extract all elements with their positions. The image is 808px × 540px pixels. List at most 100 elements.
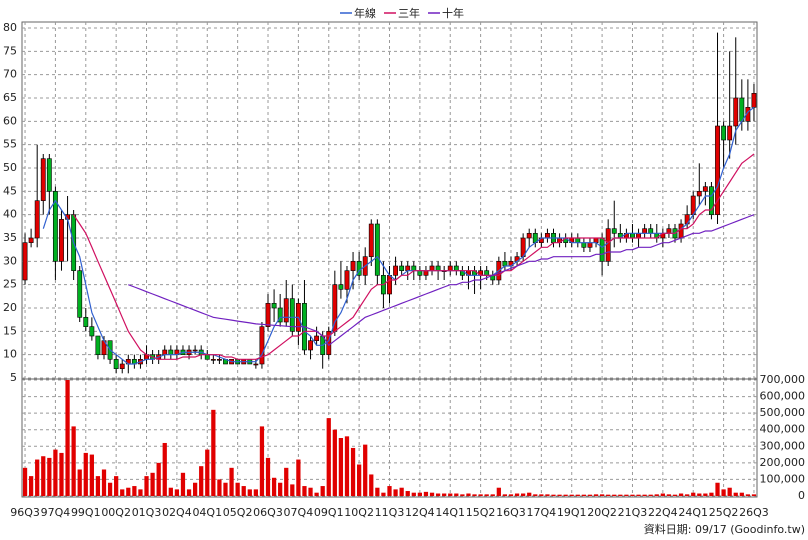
volume-bar	[593, 494, 599, 496]
volume-bar	[496, 487, 501, 496]
volume-bar	[727, 487, 732, 496]
legend-label: 年線	[354, 6, 376, 20]
candle-body	[545, 233, 550, 239]
volume-bar	[120, 489, 125, 496]
volume-bar	[429, 492, 435, 496]
y-tick-label: 5	[10, 371, 17, 384]
volume-bar	[581, 494, 587, 496]
volume-bar	[484, 494, 489, 496]
candle-body	[46, 158, 52, 192]
candle-body	[453, 265, 459, 271]
candle-body	[344, 270, 350, 290]
volume-bar	[114, 476, 119, 496]
candle-body	[405, 265, 411, 271]
volume-bar	[563, 494, 568, 496]
candle-body	[259, 326, 265, 365]
volume-bar	[672, 494, 678, 496]
volume-bar	[654, 494, 659, 496]
y2-tick-label: 500,000	[760, 406, 806, 419]
x-tick-label: 96Q3	[10, 506, 40, 519]
volume-bar	[685, 494, 690, 496]
x-tick-label: 17Q4	[527, 506, 557, 519]
candle-body	[581, 242, 587, 248]
volume-bar	[375, 487, 380, 496]
volume-bar	[636, 494, 641, 496]
volume-bar	[454, 493, 459, 496]
volume-bar	[65, 380, 70, 496]
candle-body	[374, 223, 380, 276]
candle-body	[210, 359, 216, 361]
volume-bar	[41, 456, 46, 496]
y-tick-label: 35	[3, 231, 17, 244]
volume-bar	[399, 487, 404, 496]
candle-body	[34, 200, 40, 239]
volume-bar	[247, 489, 252, 496]
candle-body	[751, 93, 757, 108]
y-tick-label: 10	[3, 348, 17, 361]
candle-body	[83, 317, 89, 327]
volume-bar	[405, 491, 410, 496]
candle-body	[709, 186, 714, 215]
x-tick-label: 99Q1	[71, 506, 101, 519]
x-tick-label: 12Q4	[405, 506, 435, 519]
candle-body	[721, 125, 727, 141]
x-tick-label: 06Q3	[253, 506, 283, 519]
candle-body	[22, 242, 28, 281]
candle-body	[113, 359, 119, 369]
candle-body	[636, 233, 641, 239]
candle-body	[648, 228, 654, 234]
volume-bar	[545, 494, 550, 496]
y2-tick-label: 0	[798, 489, 805, 502]
volume-bar	[205, 449, 210, 496]
volume-bar	[350, 447, 356, 496]
x-tick-label: 10Q2	[344, 506, 374, 519]
volume-bar	[259, 426, 265, 496]
volume-bar	[338, 438, 344, 496]
y-tick-label: 65	[3, 91, 17, 104]
x-tick-label: 22Q4	[648, 506, 678, 519]
x-tick-label: 01Q3	[132, 506, 162, 519]
y-tick-label: 30	[3, 254, 17, 267]
volume-bar	[192, 482, 198, 496]
volume-bar	[514, 493, 520, 496]
volume-bar	[132, 486, 137, 496]
volume-bar	[691, 492, 696, 496]
candle-body	[411, 265, 417, 271]
volume-bar	[369, 474, 374, 496]
volume-bar	[320, 486, 325, 496]
legend-label: 三年	[398, 6, 420, 20]
volume-bar	[53, 449, 58, 496]
volume-bar	[101, 469, 107, 496]
volume-bar	[229, 467, 234, 496]
volume-bar	[217, 479, 222, 496]
x-tick-label: 15Q2	[466, 506, 496, 519]
candle-body	[162, 349, 168, 355]
candle-body	[271, 303, 277, 309]
ma-line	[128, 214, 755, 347]
legend-label: 十年	[442, 6, 464, 20]
volume-bar	[290, 484, 295, 496]
volume-bar	[186, 489, 192, 496]
candle-body	[739, 97, 745, 122]
candle-body	[216, 359, 222, 361]
volume-bar	[265, 457, 271, 496]
volume-bar	[357, 464, 362, 496]
volume-bar	[168, 487, 173, 496]
x-tick-label: 02Q4	[162, 506, 192, 519]
volume-bar	[162, 442, 167, 496]
volume-bar	[211, 409, 216, 496]
volume-bar	[490, 494, 495, 496]
y-tick-label: 60	[3, 114, 17, 127]
candle-body	[332, 284, 338, 332]
candle-body	[435, 265, 441, 271]
candle-body	[40, 158, 46, 201]
candle-body	[702, 186, 708, 192]
volume-bar	[442, 493, 447, 496]
candle-body	[599, 237, 605, 262]
candle-body	[368, 223, 374, 257]
volume-bar	[678, 493, 684, 496]
candle-body	[417, 270, 423, 276]
volume-bar	[332, 429, 337, 496]
candle-body	[587, 242, 593, 248]
volume-bar	[612, 494, 617, 496]
